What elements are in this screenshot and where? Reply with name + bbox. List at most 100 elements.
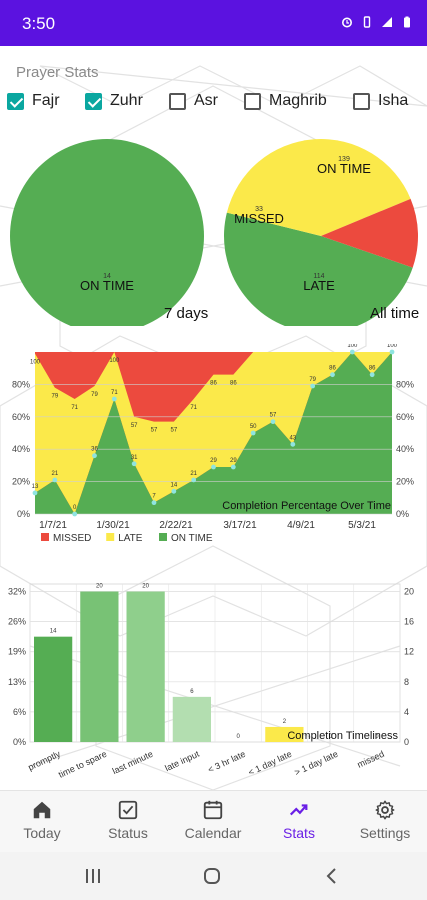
checkbox-fajr[interactable]: Fajr [7,88,60,114]
data-point-label: 21 [190,471,197,477]
area-plot [35,352,392,514]
checkbox-box[interactable] [353,92,370,110]
pie-caption-7-days: 7 days [164,305,209,322]
nav-today[interactable]: Today [2,799,82,841]
y-tick-right: 8 [404,677,409,687]
chart-title: Completion Percentage Over Time [222,500,391,512]
x-category-label: missed [356,749,386,770]
data-point [389,349,395,355]
bar [80,591,119,742]
y-tick-right: 12 [404,647,414,657]
legend-label: MISSED [53,533,91,544]
status-bar: 3:50 [0,0,427,46]
checkbox-box[interactable] [85,92,102,110]
pie-slice [224,212,413,326]
data-point [111,396,117,402]
nav-label: Today [23,825,61,841]
data-point [52,477,58,483]
back-icon[interactable] [325,867,339,885]
legend-swatch [106,533,115,541]
bar [34,636,73,742]
checkbox-box[interactable] [169,92,186,110]
y-tick-left: 40% [12,444,30,454]
nav-calendar[interactable]: Calendar [173,799,253,841]
upper-point-label: 71 [190,405,197,411]
pie-slice-label: LATE [303,278,335,293]
recents-icon[interactable] [84,868,102,884]
checkbox-icon [118,800,138,820]
checkbox-zuhr[interactable]: Zuhr [85,88,143,114]
x-tick-label: 1/30/21 [96,520,130,531]
data-point-label: 100 [347,344,358,349]
pie-slice [226,139,411,236]
signal-icon [382,17,392,27]
x-tick-label: 2/22/21 [159,520,193,531]
data-point-label: 79 [309,377,316,383]
nav-stats[interactable]: Stats [259,799,339,841]
bar [172,696,211,742]
pie-slice-label: MISSED [234,211,284,226]
x-category-label: late input [163,749,201,774]
home-icon [33,801,51,819]
upper-point-label: 79 [91,392,98,398]
y-tick-right: 80% [396,379,414,389]
gear-icon [375,800,395,820]
data-point [230,464,236,470]
checkbox-asr[interactable]: Asr [169,88,218,114]
checkbox-box[interactable] [244,92,261,110]
upper-point-label: 71 [71,405,78,411]
data-point-label: 57 [270,413,277,419]
upper-point-label: 79 [51,394,58,400]
data-point [270,419,276,425]
area-late [35,352,392,514]
data-point-label: 14 [170,482,177,488]
data-point-label: 29 [210,458,217,464]
pie-slice-label: ON TIME [317,161,371,176]
alarm-icon [342,17,352,28]
checkbox-box[interactable] [7,92,24,110]
checkbox-maghrib[interactable]: Maghrib [244,88,327,114]
data-point-label: 50 [250,424,257,430]
upper-point-label: 100 [109,358,120,364]
bar-value-label: 2 [283,719,287,725]
chart-title: Completion Timeliness [287,730,398,742]
bar [126,591,165,742]
data-point-label: 21 [51,471,58,477]
calendar-icon [203,800,223,820]
pie-slice-value: 139 [338,156,350,163]
home-circle-icon[interactable] [203,867,221,885]
bar-value-label: 20 [96,584,103,590]
y-tick-right: 16 [404,617,414,627]
checkbox-label: Zuhr [110,92,143,109]
pie-slice-label: ON TIME [80,278,134,293]
x-tick-label: 4/9/21 [287,520,315,531]
data-point [92,453,97,459]
data-point-label: 86 [369,366,376,372]
data-point-label: 13 [32,484,39,490]
completion-percentage-chart: 13 21 0 36 71 31 7 14 21 29 29 50 57 43 79 86 100 86 100 10… [12,344,414,544]
bar-value-label: 0 [375,734,379,740]
x-tick-label: 5/3/21 [348,520,376,531]
y-tick-right: 20 [404,587,414,597]
y-tick-right: 20% [396,477,414,487]
data-point [290,441,296,447]
y-tick-left: 0% [13,737,26,747]
data-point-label: 86 [329,366,336,372]
data-point [330,372,335,378]
data-point-label: 43 [289,435,296,441]
data-point-label: 0 [73,505,77,511]
legend-swatch [159,533,167,541]
checkbox-isha[interactable]: Isha [353,88,408,114]
upper-point-label: 100 [30,360,41,366]
bar-value-label: 20 [142,584,149,590]
nav-status[interactable]: Status [88,799,168,841]
data-point [191,477,197,483]
x-category-label: time to spare [57,749,108,780]
nav-settings[interactable]: Settings [345,799,425,841]
checkbox-label: Fajr [32,92,60,109]
y-tick-left: 6% [13,707,26,717]
stats-screen[interactable]: Prayer Stats Fajr Zuhr Asr Maghrib Isha … [0,46,427,790]
data-point [131,461,137,467]
y-tick-right: 0 [404,737,409,747]
